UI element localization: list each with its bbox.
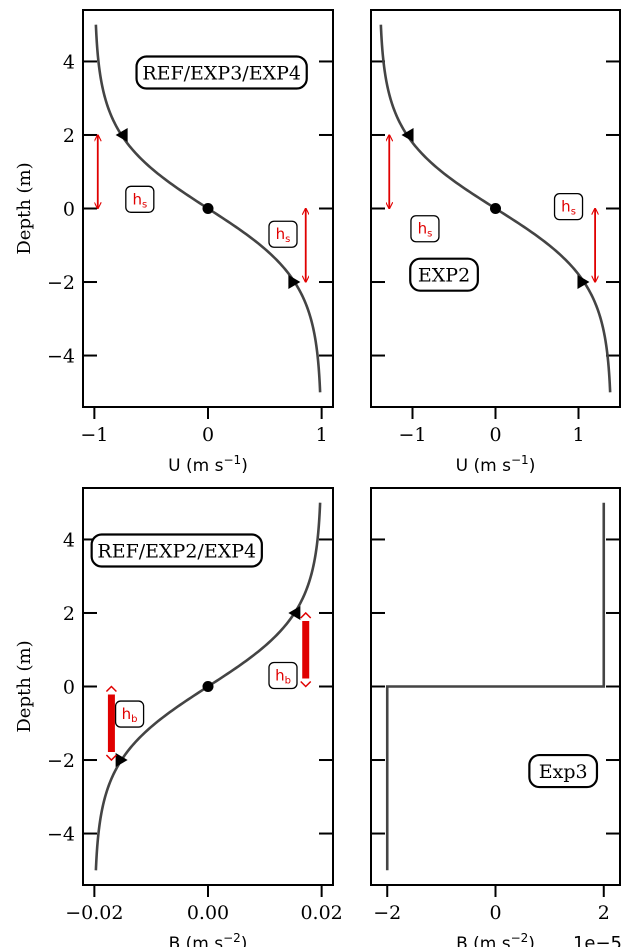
y-axis-label: Depth (m)	[14, 162, 35, 254]
triangle-marker	[115, 127, 128, 142]
experiment-label-box	[409, 257, 479, 292]
x-tick-label: −0.02	[65, 902, 123, 924]
x-tick-label: 0	[489, 902, 501, 924]
experiment-label: EXP2	[418, 265, 470, 287]
x-tick-label: 0	[489, 424, 501, 446]
x-tick-label: 2	[598, 902, 610, 924]
x-tick-label: 0	[202, 424, 214, 446]
x-tick-label: 1	[572, 424, 584, 446]
scale-label-subscript: b	[131, 714, 137, 725]
x-axis-label-main: U (m s	[168, 456, 223, 476]
scale-label-box	[553, 193, 584, 221]
y-tick-label: 2	[63, 125, 75, 147]
experiment-label-box	[135, 55, 308, 90]
x-axis-label-exponent: −2	[511, 931, 529, 945]
x-tick-label: −2	[373, 902, 401, 924]
center-point-marker	[490, 203, 501, 214]
scale-label: hs	[561, 198, 576, 218]
y-tick-label: 2	[63, 603, 75, 625]
scale-arrow-head	[300, 611, 312, 619]
experiment-label: Exp3	[539, 761, 588, 783]
x-tick-label: 1	[316, 424, 328, 446]
center-point-marker	[202, 681, 214, 692]
x-tick-label: −1	[80, 424, 108, 446]
x-axis-label-close: )	[529, 456, 536, 476]
x-tick-label: −1	[398, 424, 426, 446]
x-tick-label: 0.00	[187, 902, 229, 924]
x-axis-label-exponent: −1	[511, 453, 529, 467]
y-tick-label: −4	[47, 824, 75, 846]
x-axis-label-main: B (m s	[169, 934, 224, 947]
triangle-marker	[288, 605, 301, 620]
triangle-marker	[288, 275, 301, 290]
y-tick-label: −4	[47, 346, 75, 368]
x-axis-label-exponent: −2	[223, 931, 241, 945]
experiment-label: REF/EXP2/EXP4	[97, 540, 256, 562]
y-tick-label: 0	[63, 199, 75, 221]
scale-label: hs	[418, 220, 433, 240]
x-axis-label-close: )	[241, 934, 248, 947]
scale-arrow-head	[105, 754, 117, 762]
scale-label-box	[268, 661, 298, 690]
scale-label-box	[410, 215, 440, 243]
scale-label-symbol: h	[275, 666, 285, 684]
x-axis-label-exponent: −1	[223, 453, 241, 467]
y-axis-label: Depth (m)	[14, 640, 35, 732]
y-tick-label: 4	[63, 529, 75, 551]
x-axis-label: B (m s−2)	[456, 931, 535, 947]
y-tick-label: −2	[47, 272, 75, 294]
scale-label-symbol: h	[132, 190, 142, 208]
scale-label-subscript: b	[285, 675, 291, 686]
scale-label-subscript: s	[427, 229, 432, 240]
x-axis-label: U (m s−1)	[456, 453, 536, 476]
triangle-marker	[115, 753, 128, 768]
scale-label-box	[114, 700, 145, 728]
scale-arrow-head	[105, 685, 117, 693]
scale-arrow-head	[300, 680, 312, 688]
y-tick-label: 4	[63, 51, 75, 73]
scale-label-symbol: h	[276, 225, 286, 243]
scale-label-box	[268, 220, 298, 248]
x-axis-label: U (m s−1)	[168, 453, 248, 476]
x-tick-label: 0.02	[300, 902, 342, 924]
y-tick-label: −2	[47, 750, 75, 772]
profile-step-line	[385, 502, 606, 871]
scale-label: hb	[122, 705, 138, 725]
experiment-label: REF/EXP3/EXP4	[142, 62, 301, 84]
x-axis-label-main: U (m s	[456, 456, 511, 476]
triangle-marker	[577, 275, 590, 290]
experiment-label-box	[528, 753, 599, 789]
experiment-label-box	[90, 533, 263, 568]
scale-label-subscript: s	[142, 199, 147, 210]
scale-label-subscript: s	[571, 207, 576, 218]
x-axis-label-close: )	[241, 456, 248, 476]
scale-label-symbol: h	[561, 198, 571, 216]
scale-label: hs	[276, 225, 291, 245]
scale-label: hs	[132, 190, 147, 210]
x-axis-label-close: )	[528, 934, 535, 947]
x-axis-label: B (m s−2)	[169, 931, 248, 947]
center-point-marker	[202, 203, 214, 214]
scale-label-symbol: h	[122, 705, 132, 723]
scale-label-box	[125, 185, 155, 213]
scale-label-subscript: s	[285, 234, 290, 245]
scale-label: hb	[275, 666, 291, 686]
x-axis-label-main: B (m s	[456, 934, 511, 947]
scale-label-symbol: h	[418, 220, 428, 238]
y-tick-label: 0	[63, 677, 75, 699]
x-axis-offset-label: 1e−5	[573, 933, 622, 947]
triangle-marker	[401, 127, 414, 142]
